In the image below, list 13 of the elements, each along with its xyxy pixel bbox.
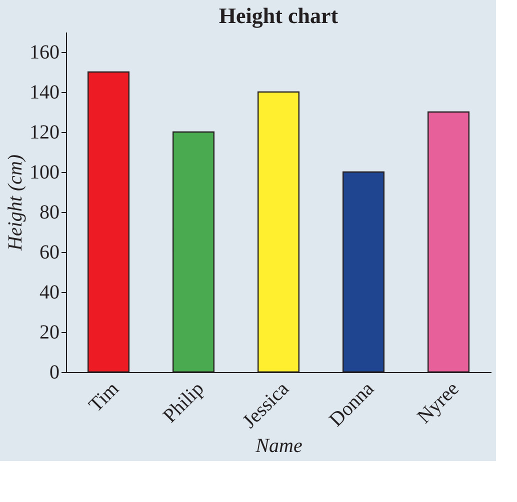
y-tick-label: 80 [40, 202, 60, 224]
y-tick-label: 120 [30, 122, 60, 144]
y-tick-label: 20 [40, 322, 60, 344]
y-tick-label: 60 [40, 242, 60, 264]
y-tick-label: 160 [30, 42, 60, 64]
y-axis-title: Height (cm) [4, 154, 26, 252]
y-tick-label: 100 [30, 162, 60, 184]
x-axis-title: Name [254, 434, 302, 457]
chart-title: Height chart [218, 3, 339, 28]
x-tick-label: Tim [84, 377, 124, 416]
y-tick-label: 140 [30, 82, 60, 104]
y-tick-label: 40 [40, 282, 60, 304]
y-tick-label: 0 [50, 362, 60, 384]
